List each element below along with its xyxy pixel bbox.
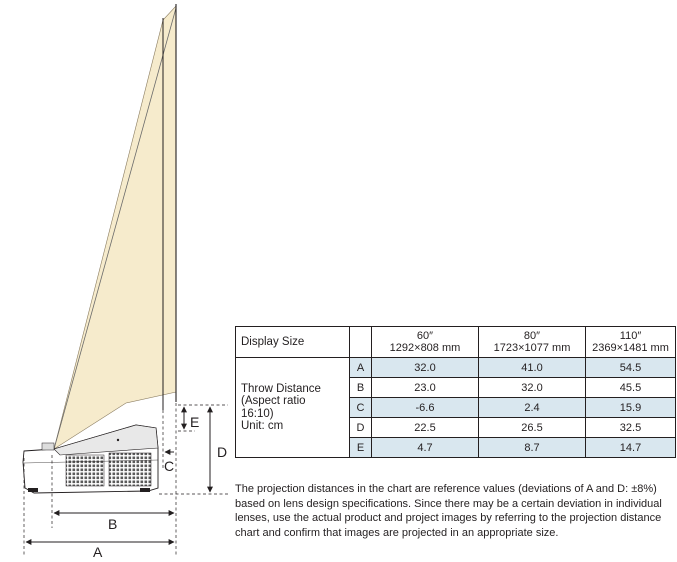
table-cell: 32.5 (585, 417, 676, 438)
table-cell: 41.0 (478, 357, 586, 378)
table-cell: 26.5 (478, 417, 586, 438)
projection-diagram: A B C D E (22, 4, 228, 560)
table-cell: 45.5 (585, 377, 676, 398)
table-cell: 8.7 (478, 437, 586, 458)
dimension-b-label: B (108, 516, 117, 532)
projection-note: The projection distances in the chart ar… (235, 483, 662, 539)
column-header-80: 80″ 1723×1077 mm (478, 326, 586, 358)
table-cell: 32.0 (371, 357, 479, 378)
table-cell: 14.7 (585, 437, 676, 458)
table-header-row: Display Size 60″ 1292×808 mm 80″ 1723×10… (235, 326, 676, 358)
table-cell: 32.0 (478, 377, 586, 398)
table-cell: 22.5 (371, 417, 479, 438)
header-blank-cell (349, 326, 372, 358)
table-cell: 23.0 (371, 377, 479, 398)
table-cell: -6.6 (371, 397, 479, 418)
screen (162, 4, 177, 410)
row-key: C (349, 397, 372, 418)
column-header-110: 110″ 2369×1481 mm (585, 326, 676, 358)
beam-edge (53, 7, 177, 450)
row-key: A (349, 357, 372, 378)
table-cell: 54.5 (585, 357, 676, 378)
dimension-a-label: A (93, 544, 103, 560)
table-row: C -6.6 2.4 15.9 (236, 397, 676, 418)
projector (22, 424, 159, 494)
row-key: E (349, 437, 372, 458)
table-row: E 4.7 8.7 14.7 (236, 437, 676, 458)
table-cell: 4.7 (371, 437, 479, 458)
throw-distance-label: Throw Distance (Aspect ratio 16:10) Unit… (235, 357, 350, 458)
row-key: B (349, 377, 372, 398)
table-cell: 2.4 (478, 397, 586, 418)
dimension-c-label: C (164, 458, 174, 474)
table-cell: 15.9 (585, 397, 676, 418)
extension-lines (23, 403, 228, 556)
display-size-header: Display Size (235, 326, 350, 358)
dimension-d-label: D (217, 444, 227, 460)
dimension-e-label: E (190, 414, 199, 430)
row-key: D (349, 417, 372, 438)
table-row: Throw Distance (Aspect ratio 16:10) Unit… (235, 357, 676, 458)
column-header-60: 60″ 1292×808 mm (371, 326, 479, 358)
throw-distance-table: Display Size 60″ 1292×808 mm 80″ 1723×10… (235, 326, 676, 458)
